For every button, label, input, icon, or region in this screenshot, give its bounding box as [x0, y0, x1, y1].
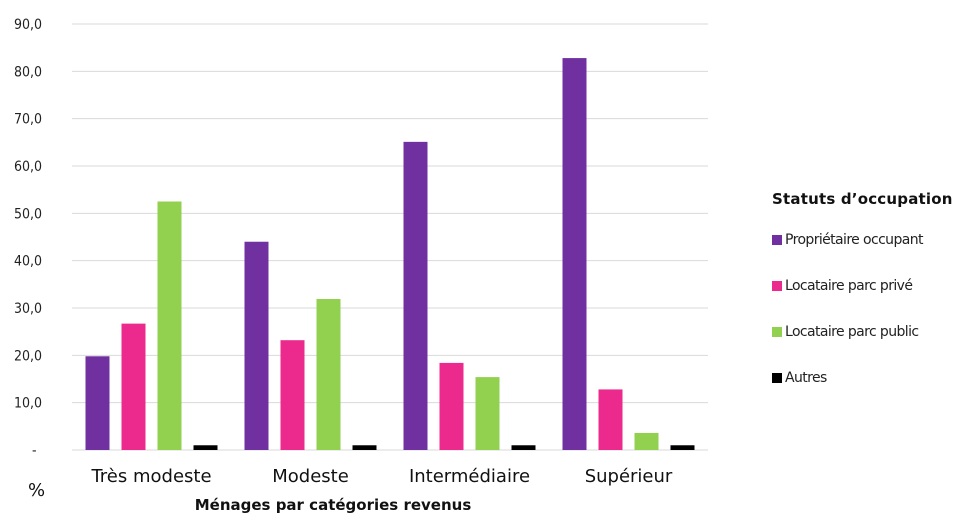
legend-label: Autres — [785, 370, 827, 386]
y-tick-label: 80,0 — [14, 64, 42, 80]
legend-items: Propriétaire occupant Locataire parc priv… — [772, 230, 953, 388]
y-tick-label: 60,0 — [14, 159, 42, 175]
bar — [670, 445, 695, 450]
y-tick-label: 20,0 — [14, 348, 42, 364]
legend: Statuts d’occupation Propriétaire occupa… — [772, 190, 953, 414]
y-axis-ticks: - 10,0 20,0 30,0 40,0 50,0 60,0 70,0 80,0 90,0 — [14, 17, 42, 459]
legend-item: Propriétaire occupant — [772, 230, 953, 250]
y-tick-label: - — [32, 443, 37, 459]
bar — [121, 323, 146, 450]
legend-label: Locataire parc privé — [785, 278, 913, 294]
bar — [316, 299, 341, 450]
x-category-label: Très modeste — [90, 466, 211, 487]
bar — [193, 445, 218, 450]
y-tick-label: 10,0 — [14, 396, 42, 412]
bar — [244, 241, 269, 450]
legend-swatch — [772, 327, 782, 337]
legend-swatch — [772, 235, 782, 245]
bar — [634, 432, 659, 450]
x-category-label: Intermédiaire — [409, 466, 530, 487]
legend-title: Statuts d’occupation — [772, 190, 953, 208]
bar — [157, 201, 182, 450]
x-axis-categories: Très modeste Modeste Intermédiaire Supérieu… — [90, 466, 672, 487]
bar — [352, 445, 377, 450]
legend-label: Propriétaire occupant — [785, 232, 923, 248]
y-axis-label: % — [28, 480, 45, 501]
y-tick-label: 90,0 — [14, 17, 42, 33]
bar — [280, 340, 305, 450]
y-tick-label: 50,0 — [14, 206, 42, 222]
legend-swatch — [772, 373, 782, 383]
legend-item: Locataire parc privé — [772, 276, 953, 296]
legend-item: Autres — [772, 368, 953, 388]
legend-item: Locataire parc public — [772, 322, 953, 342]
bar — [598, 389, 623, 450]
y-tick-label: 40,0 — [14, 254, 42, 270]
legend-swatch — [772, 281, 782, 291]
bar — [562, 58, 587, 450]
bar — [439, 362, 464, 450]
y-tick-label: 30,0 — [14, 301, 42, 317]
bar — [511, 445, 536, 450]
bar — [85, 356, 110, 450]
x-category-label: Modeste — [272, 466, 349, 487]
bar — [403, 141, 428, 451]
x-axis-title: Ménages par catégories revenus — [195, 496, 472, 514]
legend-label: Locataire parc public — [785, 324, 919, 340]
bars — [85, 58, 695, 451]
y-tick-label: 70,0 — [14, 112, 42, 128]
x-category-label: Supérieur — [585, 466, 673, 487]
bar — [475, 377, 500, 450]
